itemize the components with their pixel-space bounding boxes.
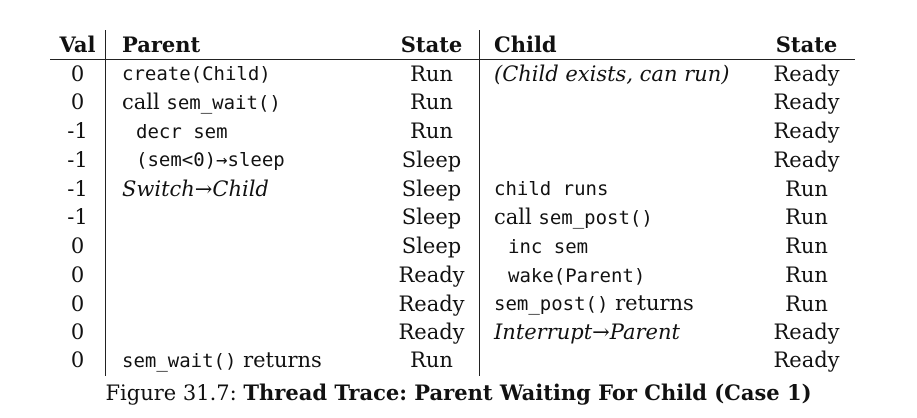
table-row: 0 sem_wait() returns Run Ready [50, 347, 855, 376]
cell-text-segment: returns [608, 291, 693, 315]
cell-text-segment: decr sem [122, 121, 228, 143]
cell-text-segment: child runs [494, 178, 608, 200]
cell-parent-state: Run [384, 118, 480, 147]
cell-child: (Child exists, can run) [480, 60, 759, 89]
cell-text-segment: (Child exists, can run) [494, 62, 729, 86]
cell-parent: sem_wait() returns [106, 347, 385, 376]
cell-parent-state: Ready [384, 290, 480, 319]
table-row: 0 create(Child) Run (Child exists, can run)… [50, 60, 855, 89]
cell-child [480, 89, 759, 118]
cell-val: 0 [50, 233, 106, 262]
cell-val: -1 [50, 146, 106, 175]
cell-parent-state: Ready [384, 319, 480, 347]
cell-child: inc sem [480, 233, 759, 262]
cell-parent [106, 290, 385, 319]
cell-child-state: Run [758, 233, 855, 262]
cell-parent-state: Run [384, 89, 480, 118]
table-row: 0 Ready Interrupt→Parent Ready [50, 319, 855, 347]
cell-parent: decr sem [106, 118, 385, 147]
table-row: 0 Ready sem_post() returns Run [50, 290, 855, 319]
cell-child-state: Ready [758, 347, 855, 376]
cell-text-segment: sem_wait() [166, 92, 280, 114]
header-parent: Parent [106, 30, 385, 60]
cell-child-state: Ready [758, 89, 855, 118]
cell-child-state: Run [758, 290, 855, 319]
cell-val: 0 [50, 89, 106, 118]
cell-val: 0 [50, 319, 106, 347]
cell-parent: call sem_wait() [106, 89, 385, 118]
header-child-state: State [758, 30, 855, 60]
cell-text-segment: wake(Parent) [494, 265, 645, 287]
cell-child: call sem_post() [480, 204, 759, 233]
cell-child [480, 118, 759, 147]
cell-text-segment: sem_post() [538, 207, 652, 229]
cell-child: Interrupt→Parent [480, 319, 759, 347]
cell-parent: (sem<0)→sleep [106, 146, 385, 175]
cell-child-state: Run [758, 262, 855, 291]
cell-child-state: Ready [758, 118, 855, 147]
cell-text-segment: Interrupt→Parent [494, 320, 680, 344]
cell-parent: Switch→Child [106, 175, 385, 204]
header-child: Child [480, 30, 759, 60]
figure-title: Thread Trace: Parent Waiting For Child (… [243, 380, 811, 405]
cell-val: -1 [50, 118, 106, 147]
table-row: 0 Ready wake(Parent) Run [50, 262, 855, 291]
table-row: 0 Sleep inc sem Run [50, 233, 855, 262]
cell-child-state: Run [758, 175, 855, 204]
cell-val: 0 [50, 262, 106, 291]
cell-parent-state: Run [384, 347, 480, 376]
cell-val: 0 [50, 60, 106, 89]
cell-child [480, 347, 759, 376]
cell-parent [106, 319, 385, 347]
cell-child-state: Ready [758, 319, 855, 347]
cell-child-state: Run [758, 204, 855, 233]
cell-text-segment: Switch→Child [122, 177, 269, 201]
cell-text-segment: call [494, 205, 538, 229]
cell-text-segment: inc sem [494, 236, 588, 258]
cell-text-segment: create(Child) [122, 63, 271, 85]
cell-parent-state: Sleep [384, 146, 480, 175]
cell-parent: create(Child) [106, 60, 385, 89]
table-header-row: Val Parent State Child State [50, 30, 855, 60]
table-row: -1 Sleep call sem_post() Run [50, 204, 855, 233]
cell-parent-state: Sleep [384, 175, 480, 204]
table-row: 0 call sem_wait() Run Ready [50, 89, 855, 118]
cell-child: wake(Parent) [480, 262, 759, 291]
cell-parent [106, 204, 385, 233]
cell-val: -1 [50, 204, 106, 233]
cell-child-state: Ready [758, 146, 855, 175]
header-val: Val [50, 30, 106, 60]
figure-number: Figure 31.7: [105, 381, 236, 405]
table-row: -1 (sem<0)→sleep Sleep Ready [50, 146, 855, 175]
cell-parent-state: Sleep [384, 233, 480, 262]
cell-val: 0 [50, 290, 106, 319]
cell-child [480, 146, 759, 175]
cell-child-state: Ready [758, 60, 855, 89]
cell-text-segment: call [122, 90, 166, 114]
cell-text-segment: returns [236, 348, 321, 372]
cell-parent-state: Ready [384, 262, 480, 291]
cell-text-segment: sem_post() [494, 293, 608, 315]
thread-trace-table: Val Parent State Child State 0 create(Chi… [50, 30, 855, 376]
figure-caption: Figure 31.7: Thread Trace: Parent Waitin… [0, 380, 917, 405]
header-parent-state: State [384, 30, 480, 60]
cell-child: sem_post() returns [480, 290, 759, 319]
table-body: 0 create(Child) Run (Child exists, can run)… [50, 60, 855, 376]
cell-val: -1 [50, 175, 106, 204]
cell-val: 0 [50, 347, 106, 376]
table-row: -1 Switch→Child Sleep child runs Run [50, 175, 855, 204]
cell-text-segment: (sem<0)→sleep [122, 149, 285, 171]
cell-parent [106, 262, 385, 291]
cell-parent-state: Sleep [384, 204, 480, 233]
cell-child: child runs [480, 175, 759, 204]
cell-parent [106, 233, 385, 262]
cell-text-segment: sem_wait() [122, 350, 236, 372]
cell-parent-state: Run [384, 60, 480, 89]
table-row: -1 decr sem Run Ready [50, 118, 855, 147]
